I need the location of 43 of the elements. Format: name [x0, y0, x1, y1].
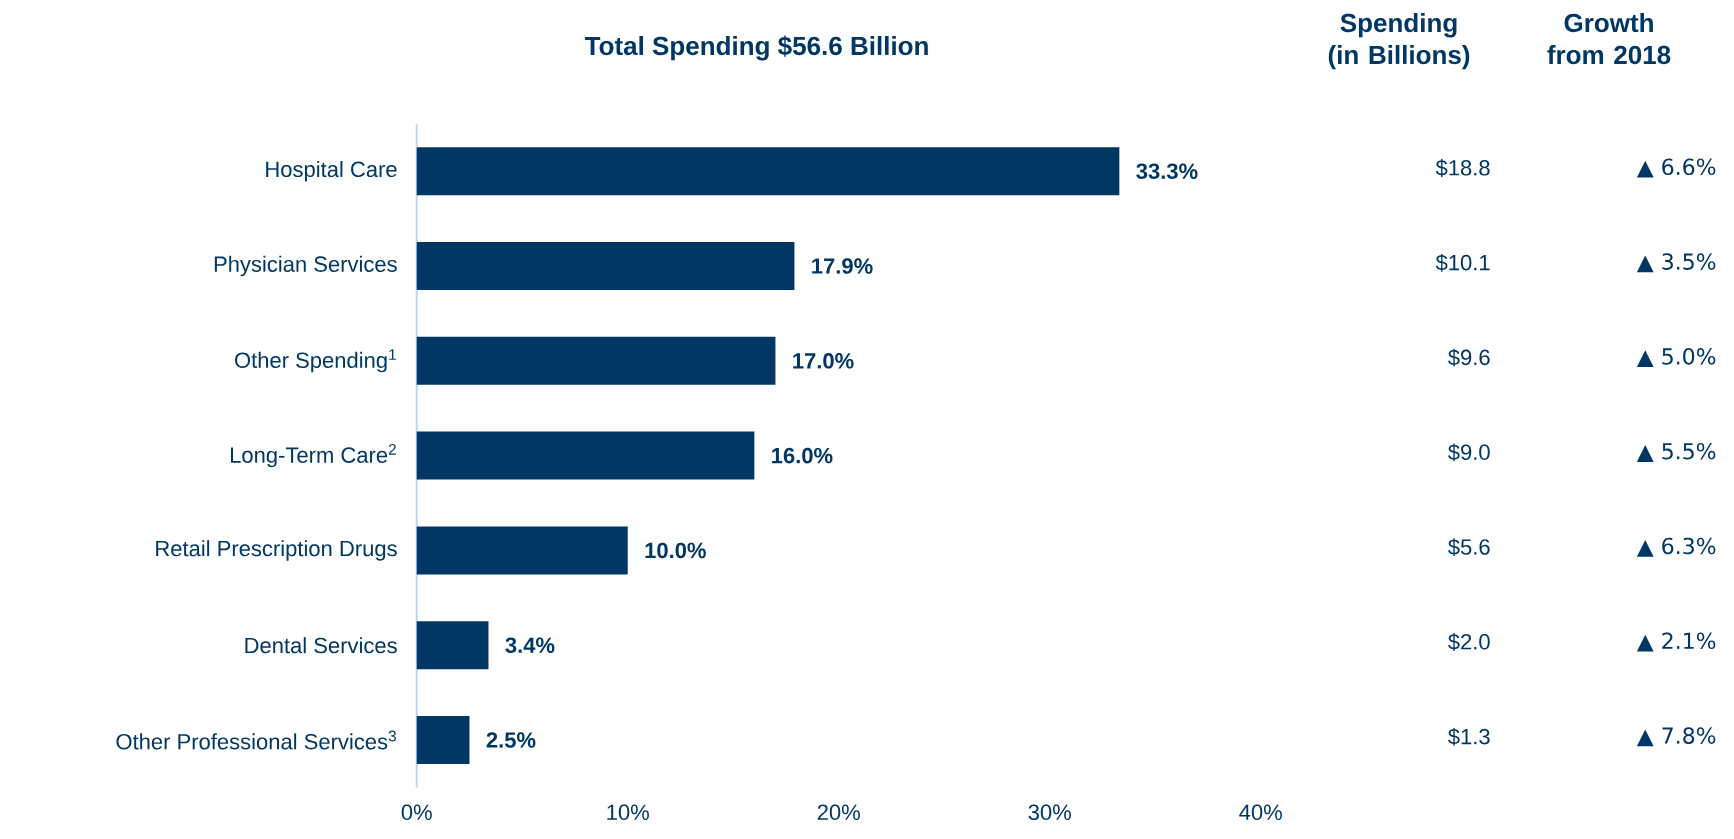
text: $9.6 — [1448, 348, 1490, 367]
x-tick-label: 20% — [817, 804, 860, 821]
data-label: 16.0% — [772, 447, 833, 464]
text: ▲ 3.5% — [1636, 253, 1716, 273]
y-tick-label: Dental Services — [245, 637, 397, 654]
data-label: 10.0% — [645, 542, 706, 559]
data-label: 3.4% — [505, 637, 555, 654]
text: $18.8 — [1435, 159, 1490, 177]
data-label: 33.3% — [1136, 163, 1198, 180]
text: ▲ 2.1% — [1636, 632, 1716, 652]
text: $5.6 — [1448, 538, 1490, 557]
y-tick-label: Physician Services — [214, 255, 397, 277]
text: Growth from 2018 — [1547, 13, 1671, 65]
x-tick-label: 10% — [607, 804, 649, 821]
bar — [416, 526, 628, 575]
data-label: 17.9% — [812, 258, 873, 274]
y-tick-label: Other Professional Services$^{3}$ — [116, 730, 396, 750]
bar — [416, 242, 795, 291]
data-label: 17.0% — [793, 353, 854, 369]
text: ▲ 7.8% — [1636, 727, 1716, 747]
text: ▲ 5.5% — [1636, 442, 1716, 462]
text: Spending (in Billions) — [1328, 13, 1470, 70]
x-tick-label: 40% — [1239, 804, 1282, 821]
bar — [416, 147, 1120, 196]
text: $10.1 — [1435, 253, 1490, 272]
text: ▲ 5.0% — [1636, 348, 1716, 368]
y-tick-label: Hospital Care — [266, 160, 397, 182]
x-tick-label: 30% — [1028, 804, 1071, 821]
text: ▲ 6.6% — [1636, 158, 1716, 178]
text: $2.0 — [1448, 633, 1490, 651]
bar — [416, 716, 470, 765]
y-tick-label: Retail Prescription Drugs — [156, 540, 397, 561]
text: $1.3 — [1448, 727, 1490, 746]
text: $9.0 — [1448, 443, 1490, 462]
data-label: 2.5% — [486, 732, 536, 748]
y-tick-label: Long-Term Care$^{2}$ — [230, 443, 396, 468]
bar — [416, 621, 489, 670]
chart-title: Total Spending $56.6 Billion — [584, 35, 928, 61]
text: ▲ 6.3% — [1636, 537, 1716, 557]
y-tick-label: Other Spending$^{1}$ — [235, 349, 396, 373]
x-tick-label: 0% — [401, 804, 432, 821]
bar — [416, 431, 755, 480]
bar — [416, 336, 776, 385]
